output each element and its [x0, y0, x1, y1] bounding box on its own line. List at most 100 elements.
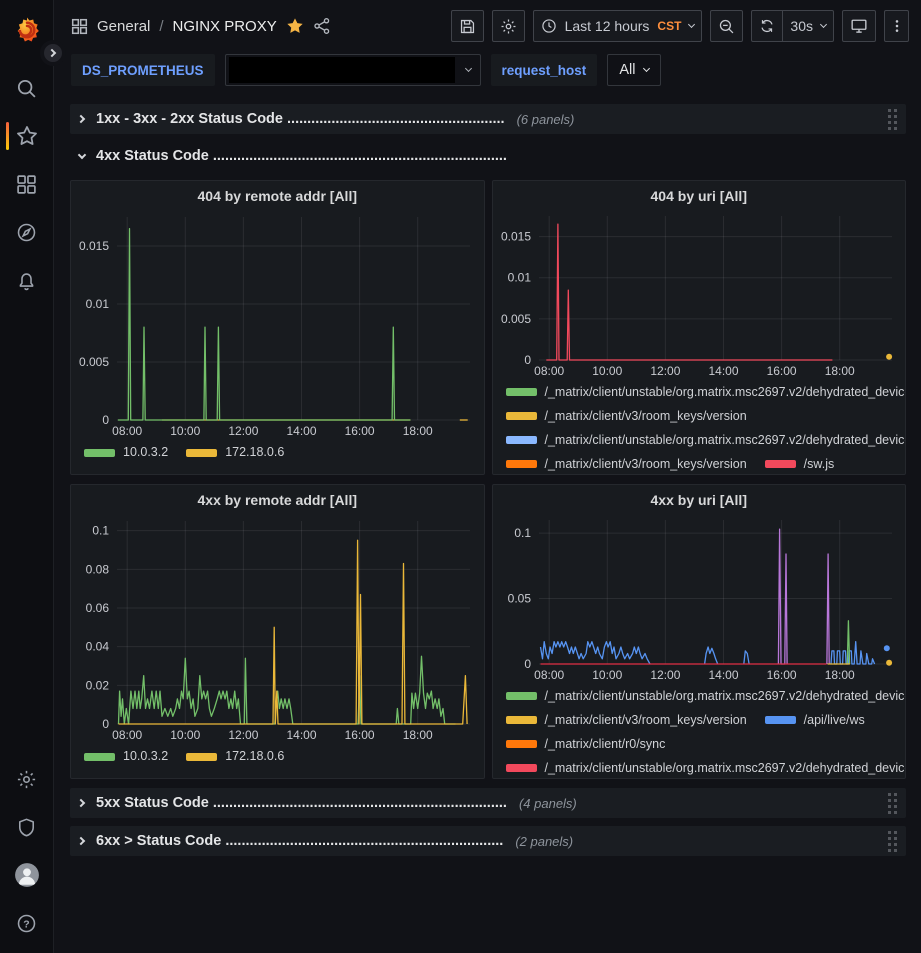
- legend-item[interactable]: /_matrix/client/unstable/org.matrix.msc2…: [506, 383, 906, 402]
- svg-text:18:00: 18:00: [824, 668, 854, 682]
- sidebar-item-explore[interactable]: [0, 208, 54, 256]
- timeseries-chart[interactable]: 00.050.108:0010:0012:0014:0016:0018:00: [493, 508, 906, 684]
- svg-text:14:00: 14:00: [286, 424, 316, 438]
- legend-item[interactable]: 10.0.3.2: [84, 443, 168, 462]
- row-6xx[interactable]: 6xx > Status Code ......................…: [70, 826, 906, 856]
- svg-text:0.005: 0.005: [500, 312, 530, 326]
- variable-label-ds-prometheus[interactable]: DS_PROMETHEUS: [71, 54, 215, 86]
- sidebar-item-server-admin[interactable]: [0, 803, 54, 851]
- save-dashboard-button[interactable]: [451, 10, 484, 42]
- svg-text:10:00: 10:00: [170, 424, 200, 438]
- sidebar-item-profile[interactable]: [0, 851, 54, 899]
- row-5xx[interactable]: 5xx Status Code ........................…: [70, 788, 906, 818]
- sidebar-item-help[interactable]: ?: [0, 899, 54, 947]
- row-drag-handle[interactable]: [888, 793, 897, 814]
- svg-text:0: 0: [524, 657, 531, 671]
- panel-title[interactable]: 4xx by uri [All]: [493, 485, 906, 508]
- sidebar-item-dashboards[interactable]: [0, 160, 54, 208]
- variable-value-ds-prometheus[interactable]: [225, 54, 481, 86]
- series-color-dash: [506, 740, 537, 748]
- dashboard-toolbar: Last 12 hours CST: [451, 10, 909, 42]
- legend-item[interactable]: /_matrix/client/v3/room_keys/version: [506, 711, 747, 730]
- panel-title[interactable]: 404 by uri [All]: [493, 181, 906, 204]
- timeseries-chart[interactable]: 00.020.040.060.080.108:0010:0012:0014:00…: [71, 509, 484, 744]
- series-color-dash: [506, 764, 537, 772]
- sidebar-expand-button[interactable]: [40, 40, 66, 66]
- refresh-interval-label: 30s: [790, 18, 813, 34]
- redacted-value: [229, 57, 455, 83]
- legend-item[interactable]: /_matrix/client/v3/room_keys/version: [506, 455, 747, 474]
- svg-text:16:00: 16:00: [766, 364, 796, 378]
- dashboard-title[interactable]: NGINX PROXY: [173, 18, 277, 35]
- row-drag-handle[interactable]: [888, 831, 897, 852]
- row-drag-handle[interactable]: [888, 109, 897, 130]
- sidebar-item-configuration[interactable]: [0, 755, 54, 803]
- legend-item[interactable]: /_matrix/client/unstable/org.matrix.msc2…: [506, 759, 906, 778]
- zoom-out-button[interactable]: [710, 10, 743, 42]
- legend-item[interactable]: /_matrix/client/unstable/org.matrix.msc2…: [506, 431, 906, 450]
- legend-item[interactable]: /_matrix/client/v3/room_keys/version: [506, 407, 747, 426]
- chevron-down-icon: [643, 65, 650, 72]
- legend-item[interactable]: /_matrix/client/unstable/org.matrix.msc2…: [506, 687, 906, 706]
- svg-text:0.08: 0.08: [86, 562, 110, 576]
- timeseries-chart[interactable]: 00.0050.010.01508:0010:0012:0014:0016:00…: [493, 204, 906, 380]
- panel-title[interactable]: 404 by remote addr [All]: [71, 181, 484, 205]
- panel-legend: 10.0.3.2 172.18.0.6: [71, 744, 484, 772]
- legend-item[interactable]: /_matrix/client/r0/sync: [506, 735, 666, 754]
- breadcrumb-folder[interactable]: General: [97, 18, 150, 35]
- sidebar-item-starred[interactable]: [0, 112, 54, 160]
- sidebar-item-search[interactable]: [0, 64, 54, 112]
- avatar: [14, 862, 40, 888]
- svg-text:18:00: 18:00: [824, 364, 854, 378]
- share-icon[interactable]: [313, 17, 331, 35]
- time-range-picker[interactable]: Last 12 hours CST: [533, 10, 703, 42]
- svg-text:12:00: 12:00: [650, 668, 680, 682]
- series-label: 172.18.0.6: [225, 443, 284, 462]
- series-color-dash: [506, 436, 537, 444]
- legend-item[interactable]: /api/live/ws: [765, 711, 865, 730]
- refresh-icon: [759, 18, 775, 34]
- timezone-label: CST: [657, 19, 681, 33]
- legend-item[interactable]: 10.0.3.2: [84, 747, 168, 766]
- svg-text:16:00: 16:00: [345, 424, 375, 438]
- variable-value-request-host[interactable]: All: [607, 54, 661, 86]
- row-title: 1xx - 3xx - 2xx Status Code ............…: [96, 111, 505, 127]
- favorite-star-icon[interactable]: [286, 17, 304, 35]
- chevron-down-icon: [77, 155, 87, 158]
- legend-item[interactable]: 172.18.0.6: [186, 443, 284, 462]
- dashboard-settings-button[interactable]: [492, 10, 525, 42]
- row-4xx[interactable]: 4xx Status Code ........................…: [70, 142, 906, 170]
- series-color-dash: [84, 449, 115, 457]
- row-1xx-3xx-2xx[interactable]: 1xx - 3xx - 2xx Status Code ............…: [70, 104, 906, 134]
- compass-icon: [16, 222, 37, 243]
- series-label: 10.0.3.2: [123, 443, 168, 462]
- chevron-down-icon: [820, 21, 827, 28]
- dashboard-variables-row: DS_PROMETHEUS request_host All: [54, 52, 921, 96]
- panel-title[interactable]: 4xx by remote addr [All]: [71, 485, 484, 509]
- dashboard-canvas: 1xx - 3xx - 2xx Status Code ............…: [54, 96, 921, 953]
- timeseries-chart[interactable]: 00.0050.010.01508:0010:0012:0014:0016:00…: [71, 205, 484, 440]
- monitor-icon: [850, 17, 868, 35]
- row-panel-count: (4 panels): [519, 796, 577, 811]
- refresh-interval-dropdown[interactable]: 30s: [783, 10, 834, 42]
- svg-text:0.01: 0.01: [86, 297, 110, 311]
- bell-icon: [16, 270, 37, 291]
- series-label: /_matrix/client/unstable/org.matrix.msc2…: [545, 687, 906, 706]
- legend-item[interactable]: /sw.js: [765, 455, 835, 474]
- svg-text:16:00: 16:00: [766, 668, 796, 682]
- row-title: 5xx Status Code ........................…: [96, 795, 507, 811]
- series-label: /_matrix/client/unstable/org.matrix.msc2…: [545, 431, 906, 450]
- grafana-app: ? General / NGINX PROXY: [0, 0, 921, 953]
- more-options-button[interactable]: [884, 10, 909, 42]
- cycle-view-mode-button[interactable]: [842, 10, 876, 42]
- variable-label-request-host[interactable]: request_host: [491, 54, 598, 86]
- svg-text:14:00: 14:00: [708, 364, 738, 378]
- legend-item[interactable]: 172.18.0.6: [186, 747, 284, 766]
- refresh-button[interactable]: [751, 10, 783, 42]
- sidebar-item-alerting[interactable]: [0, 256, 54, 304]
- chevron-down-icon: [688, 21, 695, 28]
- series-color-dash: [186, 753, 217, 761]
- svg-text:10:00: 10:00: [592, 668, 622, 682]
- svg-text:12:00: 12:00: [228, 424, 258, 438]
- svg-text:14:00: 14:00: [708, 668, 738, 682]
